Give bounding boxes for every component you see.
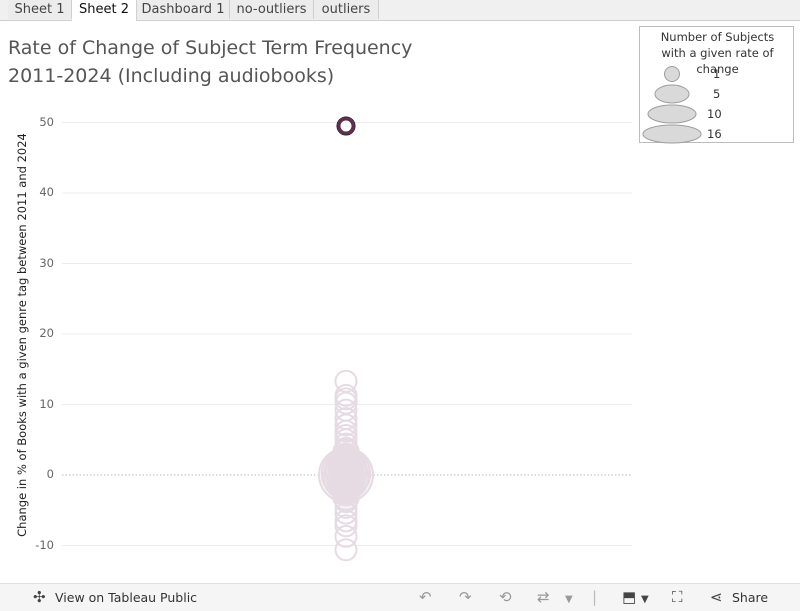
data-point[interactable] bbox=[334, 495, 358, 519]
legend-swatch-5 bbox=[654, 84, 690, 104]
chart-title: Rate of Change of Subject Term Frequency… bbox=[8, 34, 412, 90]
sheet-tab-bar: Sheet 1 Sheet 2 Dashboard 1 no-outliers … bbox=[0, 0, 800, 21]
y-tick-label: 0 bbox=[46, 467, 54, 481]
legend-title-line-2: with a given rate of change bbox=[661, 46, 774, 76]
legend-label-5: 5 bbox=[713, 87, 721, 101]
tableau-logo-icon: ✣ bbox=[33, 588, 46, 606]
view-on-tableau-link[interactable]: View on Tableau Public bbox=[55, 590, 198, 605]
legend-swatch-10 bbox=[647, 104, 697, 124]
fullscreen-icon[interactable]: ⛶ bbox=[672, 588, 683, 606]
refresh-icon[interactable]: ⇄ bbox=[537, 588, 550, 606]
footer-divider: | bbox=[592, 588, 598, 606]
refresh-dropdown-icon[interactable]: ▼ bbox=[565, 594, 573, 605]
tab-outliers[interactable]: outliers bbox=[314, 0, 379, 19]
size-legend: Number of Subjects with a given rate of … bbox=[639, 26, 795, 144]
legend-swatch-1 bbox=[664, 66, 680, 82]
y-tick-label: 30 bbox=[39, 255, 54, 270]
y-tick-label: 40 bbox=[39, 185, 54, 199]
tab-dashboard-1[interactable]: Dashboard 1 bbox=[137, 0, 230, 19]
tab-sheet-1[interactable]: Sheet 1 bbox=[8, 0, 72, 19]
data-points bbox=[318, 116, 374, 562]
y-tick-label: 20 bbox=[39, 326, 54, 340]
scatter-plot bbox=[62, 116, 632, 562]
redo-icon[interactable]: ↷ bbox=[459, 588, 472, 606]
download-icon[interactable]: ⬒ bbox=[622, 588, 637, 606]
y-tick-label: -10 bbox=[35, 537, 54, 552]
y-tick-label: 50 bbox=[39, 114, 54, 129]
legend-swatch-16 bbox=[642, 124, 702, 144]
data-point[interactable] bbox=[334, 509, 358, 533]
tableau-footer: ✣ View on Tableau Public ↶ ↷ ⟲ ⇄ ▼ | ⬒ ▼… bbox=[0, 583, 800, 611]
data-point[interactable] bbox=[334, 524, 358, 548]
revert-icon[interactable]: ⟲ bbox=[499, 588, 512, 606]
data-point[interactable] bbox=[334, 413, 358, 437]
data-point[interactable] bbox=[334, 514, 358, 538]
share-icon[interactable]: ⋖ bbox=[710, 588, 723, 606]
outlier-point-outline bbox=[336, 116, 356, 136]
chart-title-line-2: 2011-2024 (Including audiobooks) bbox=[8, 65, 335, 87]
legend-label-10: 10 bbox=[707, 107, 722, 121]
chart-title-line-1: Rate of Change of Subject Term Frequency bbox=[8, 37, 413, 59]
legend-title: Number of Subjects with a given rate of … bbox=[640, 29, 795, 77]
legend-swatches bbox=[642, 66, 702, 144]
y-tick-label: 10 bbox=[39, 396, 54, 411]
data-point[interactable] bbox=[334, 501, 358, 525]
legend-label-1: 1 bbox=[713, 67, 721, 81]
legend-label-16: 16 bbox=[707, 127, 722, 141]
legend-title-line-1: Number of Subjects bbox=[660, 30, 775, 44]
gridlines bbox=[62, 122, 632, 546]
download-dropdown-icon[interactable]: ▼ bbox=[641, 594, 649, 605]
outlier-point[interactable] bbox=[337, 117, 355, 135]
tab-no-outliers[interactable]: no-outliers bbox=[230, 0, 314, 19]
data-point[interactable] bbox=[334, 538, 358, 562]
tab-sheet-2[interactable]: Sheet 2 bbox=[72, 0, 137, 21]
data-point[interactable] bbox=[334, 490, 358, 514]
undo-icon[interactable]: ↶ bbox=[419, 588, 432, 606]
share-button[interactable]: Share bbox=[732, 590, 769, 605]
